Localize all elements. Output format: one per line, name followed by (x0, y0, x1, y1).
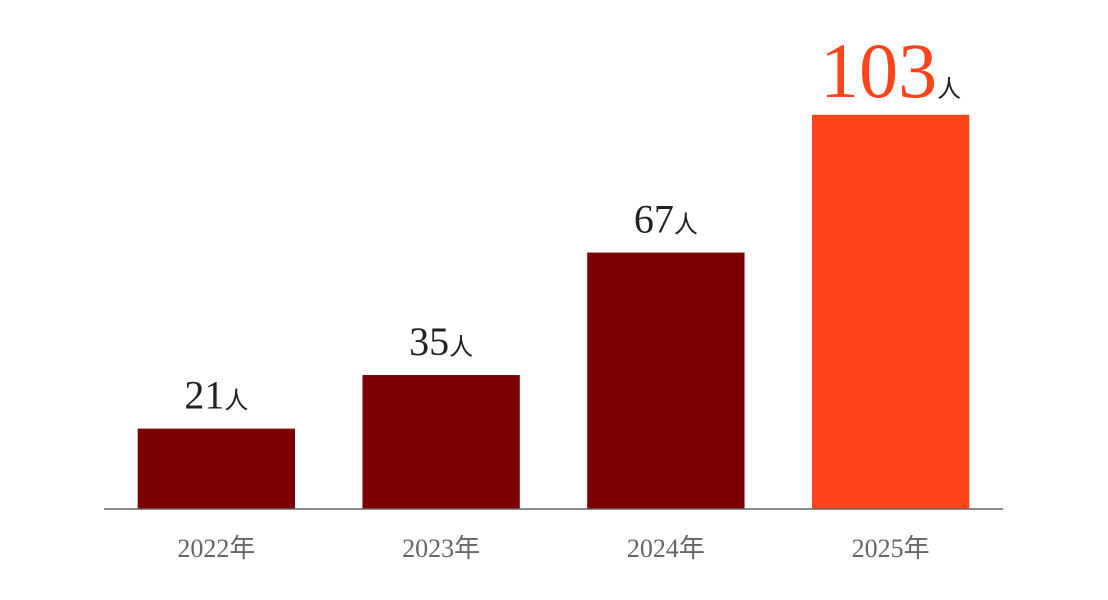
value-label-part: 人 (449, 333, 473, 361)
value-label: 103人 (820, 27, 961, 114)
x-tick-label: 2024年 (627, 534, 705, 563)
value-label: 35人 (409, 319, 473, 364)
x-tick-label: 2023年 (402, 534, 480, 563)
value-label-part: 人 (224, 387, 248, 415)
bar (137, 428, 296, 509)
value-label: 21人 (184, 373, 248, 418)
value-label-part: 103 (820, 27, 937, 114)
value-label-part: 人 (937, 75, 961, 103)
bar (811, 114, 970, 510)
x-tick-label: 2025年 (852, 534, 930, 563)
x-tick-label: 2022年 (177, 534, 255, 563)
value-label-part: 67 (634, 197, 674, 242)
value-label-part: 人 (674, 211, 698, 239)
value-label-part: 21 (184, 373, 224, 418)
bar (587, 252, 745, 509)
bar (362, 375, 520, 509)
value-label: 67人 (634, 197, 698, 242)
value-label-part: 35 (409, 319, 449, 364)
